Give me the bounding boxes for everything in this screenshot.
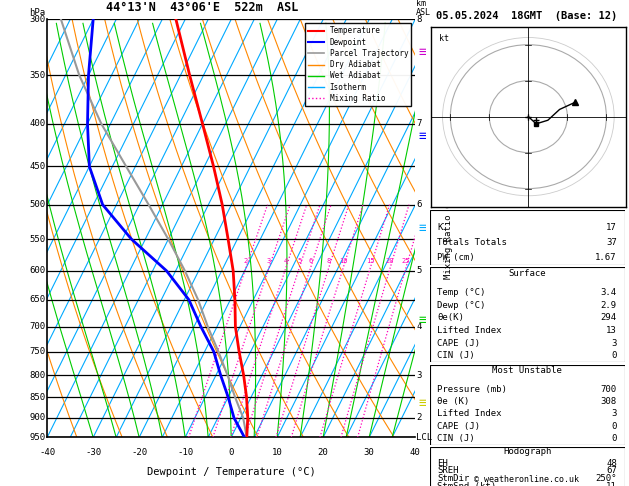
Text: 05.05.2024  18GMT  (Base: 12): 05.05.2024 18GMT (Base: 12) xyxy=(436,11,618,21)
Legend: Temperature, Dewpoint, Parcel Trajectory, Dry Adiabat, Wet Adiabat, Isotherm, Mi: Temperature, Dewpoint, Parcel Trajectory… xyxy=(305,23,411,106)
Text: 3: 3 xyxy=(416,371,421,380)
Text: 0: 0 xyxy=(228,448,234,457)
Text: LCL: LCL xyxy=(416,433,432,442)
Text: 400: 400 xyxy=(29,119,45,128)
Text: ≡: ≡ xyxy=(418,398,426,411)
Text: 20: 20 xyxy=(318,448,328,457)
Text: 7: 7 xyxy=(416,119,421,128)
Text: 67: 67 xyxy=(606,467,617,475)
Text: 3: 3 xyxy=(267,258,271,263)
Text: 950: 950 xyxy=(29,433,45,442)
Text: CIN (J): CIN (J) xyxy=(437,434,475,443)
Text: 500: 500 xyxy=(29,200,45,209)
Text: 350: 350 xyxy=(29,71,45,80)
Text: Pressure (mb): Pressure (mb) xyxy=(437,385,507,394)
Text: θe (K): θe (K) xyxy=(437,397,470,406)
Text: 550: 550 xyxy=(29,235,45,243)
Text: 44°13'N  43°06'E  522m  ASL: 44°13'N 43°06'E 522m ASL xyxy=(106,1,298,15)
Text: 0: 0 xyxy=(611,422,617,431)
Text: Totals Totals: Totals Totals xyxy=(437,238,507,247)
Text: 8: 8 xyxy=(416,15,421,24)
Text: 2: 2 xyxy=(416,413,421,422)
Text: EH: EH xyxy=(437,458,448,468)
Text: SREH: SREH xyxy=(437,467,459,475)
Text: Surface: Surface xyxy=(508,269,546,278)
Text: CAPE (J): CAPE (J) xyxy=(437,339,481,347)
Text: 30: 30 xyxy=(364,448,374,457)
Text: ≡: ≡ xyxy=(418,130,426,143)
Text: 2: 2 xyxy=(244,258,248,263)
Text: 600: 600 xyxy=(29,266,45,275)
Text: 2.9: 2.9 xyxy=(601,301,617,310)
Text: 0: 0 xyxy=(611,434,617,443)
Text: 10: 10 xyxy=(339,258,347,263)
Text: 20: 20 xyxy=(386,258,394,263)
Text: kt: kt xyxy=(438,34,448,43)
Text: Lifted Index: Lifted Index xyxy=(437,409,502,418)
Text: 294: 294 xyxy=(601,313,617,322)
Text: Dewp (°C): Dewp (°C) xyxy=(437,301,486,310)
Text: 5: 5 xyxy=(298,258,301,263)
Text: 3: 3 xyxy=(611,409,617,418)
Text: 6: 6 xyxy=(308,258,313,263)
Text: 450: 450 xyxy=(29,162,45,171)
Text: © weatheronline.co.uk: © weatheronline.co.uk xyxy=(474,474,579,484)
Text: 5: 5 xyxy=(416,266,421,275)
Text: 3: 3 xyxy=(611,339,617,347)
Text: -10: -10 xyxy=(177,448,193,457)
Text: ≡: ≡ xyxy=(418,46,426,59)
Text: 650: 650 xyxy=(29,295,45,304)
Text: 37: 37 xyxy=(606,238,617,247)
Text: Lifted Index: Lifted Index xyxy=(437,326,502,335)
Text: 8: 8 xyxy=(326,258,331,263)
Text: hPa: hPa xyxy=(29,8,45,17)
Text: Temp (°C): Temp (°C) xyxy=(437,288,486,297)
Text: 4: 4 xyxy=(416,322,421,331)
Text: ≡: ≡ xyxy=(418,222,426,235)
Text: 700: 700 xyxy=(601,385,617,394)
Text: StmSpd (kt): StmSpd (kt) xyxy=(437,483,496,486)
Text: Dewpoint / Temperature (°C): Dewpoint / Temperature (°C) xyxy=(147,467,316,477)
Text: 700: 700 xyxy=(29,322,45,331)
Text: 250°: 250° xyxy=(595,474,617,484)
Text: 10: 10 xyxy=(272,448,282,457)
Text: 300: 300 xyxy=(29,15,45,24)
Text: StmDir: StmDir xyxy=(437,474,470,484)
Text: 40: 40 xyxy=(409,448,421,457)
Text: Most Unstable: Most Unstable xyxy=(492,366,562,375)
Text: 1.67: 1.67 xyxy=(595,253,617,262)
Text: CIN (J): CIN (J) xyxy=(437,351,475,360)
Text: 17: 17 xyxy=(606,223,617,231)
Text: 900: 900 xyxy=(29,413,45,422)
Text: 800: 800 xyxy=(29,371,45,380)
Text: 48: 48 xyxy=(606,458,617,468)
Text: PW (cm): PW (cm) xyxy=(437,253,475,262)
Text: 3.4: 3.4 xyxy=(601,288,617,297)
Text: 4: 4 xyxy=(284,258,288,263)
Text: 750: 750 xyxy=(29,347,45,356)
Text: 850: 850 xyxy=(29,393,45,401)
Text: CAPE (J): CAPE (J) xyxy=(437,422,481,431)
Text: 11: 11 xyxy=(606,483,617,486)
Text: 13: 13 xyxy=(606,326,617,335)
Text: θe(K): θe(K) xyxy=(437,313,464,322)
Text: -20: -20 xyxy=(131,448,147,457)
Text: 308: 308 xyxy=(601,397,617,406)
Text: 6: 6 xyxy=(416,200,421,209)
Text: 15: 15 xyxy=(366,258,375,263)
Text: 0: 0 xyxy=(611,351,617,360)
Text: ≡: ≡ xyxy=(418,314,426,327)
Text: -40: -40 xyxy=(39,448,55,457)
Text: km
ASL: km ASL xyxy=(416,0,431,17)
Text: -30: -30 xyxy=(85,448,101,457)
Text: 25: 25 xyxy=(402,258,410,263)
Text: Hodograph: Hodograph xyxy=(503,447,551,455)
Text: Mixing Ratio (g/kg): Mixing Ratio (g/kg) xyxy=(443,177,453,279)
Text: K: K xyxy=(437,223,443,231)
